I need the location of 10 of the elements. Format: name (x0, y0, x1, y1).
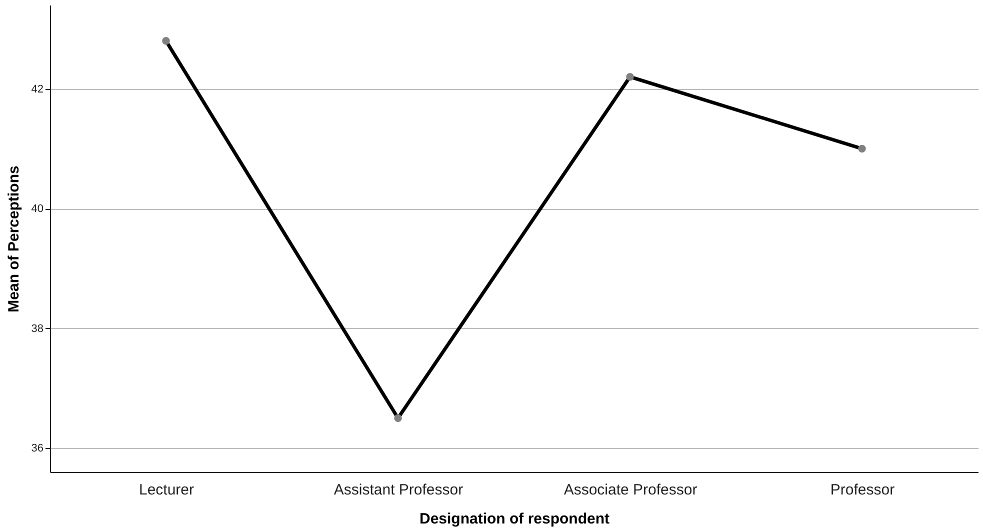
x-tick-label: Associate Professor (564, 482, 698, 498)
y-axis-title: Mean of Perceptions (5, 166, 22, 312)
y-tick-label: 36 (31, 442, 44, 455)
y-tick-label: 42 (31, 83, 44, 96)
x-tick-label: Lecturer (138, 482, 194, 498)
x-axis-title: Designation of respondent (419, 510, 610, 528)
y-tick-label: 38 (31, 322, 44, 335)
x-tick-label: Assistant Professor (334, 482, 464, 498)
x-tick-label: Professor (830, 482, 895, 498)
y-tick-label: 40 (31, 203, 44, 216)
